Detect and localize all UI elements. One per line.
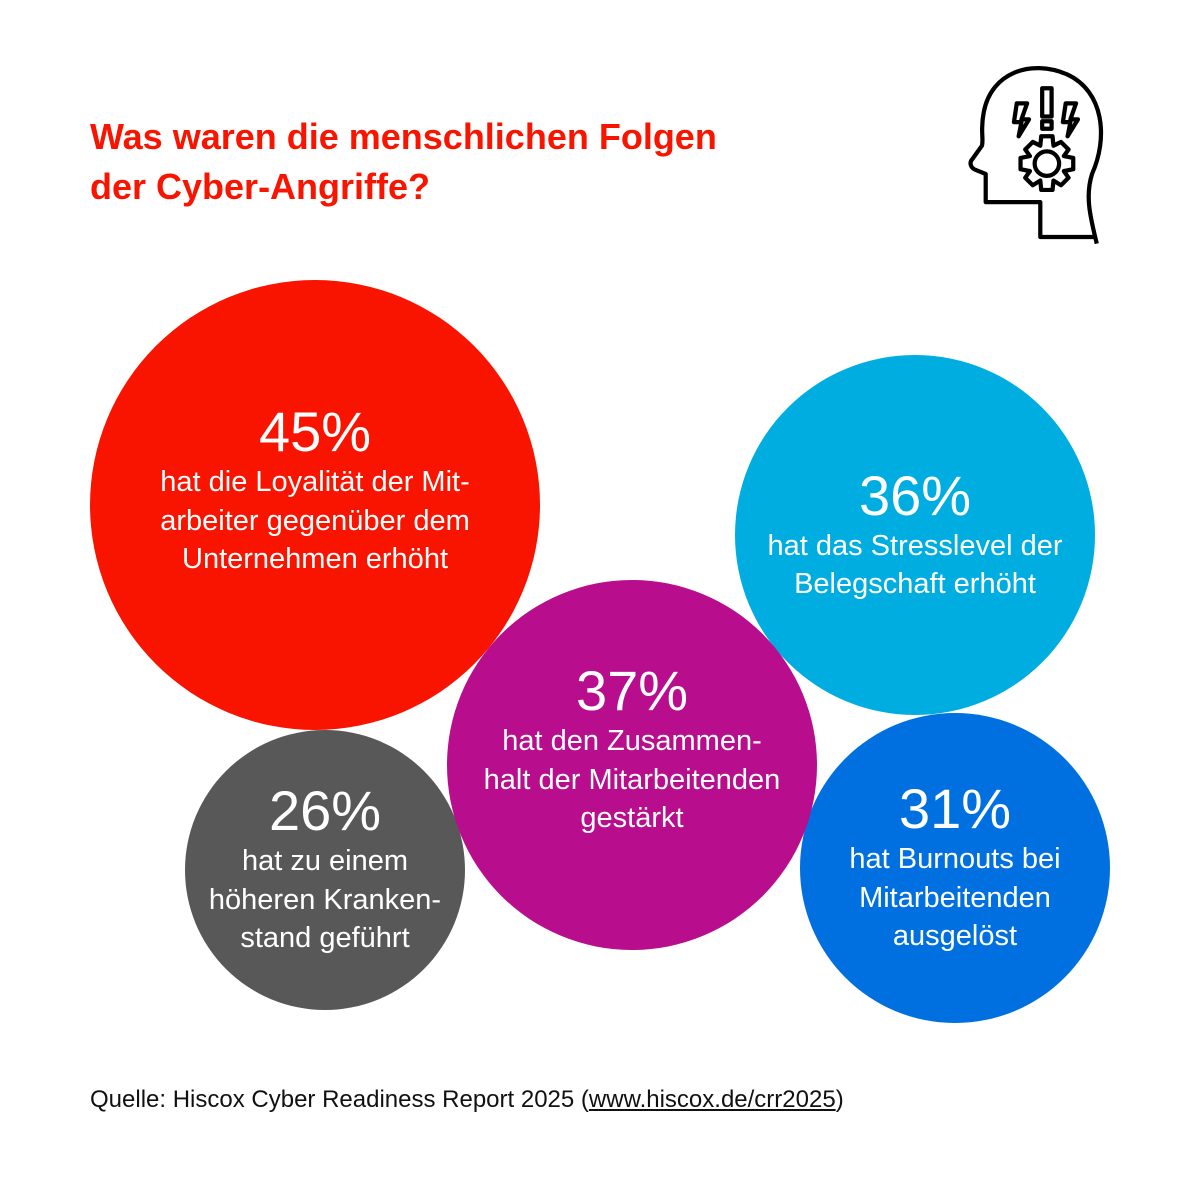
source-suffix: )	[835, 1086, 844, 1113]
page-title: Was waren die menschlichen Folgen der Cy…	[90, 112, 717, 212]
bubble-text: Belegschaft erhöht	[794, 568, 1036, 600]
head-with-gear-and-lightning-icon	[968, 66, 1104, 245]
bubble-text: Mitarbeitenden	[859, 881, 1051, 914]
data-label: 26%	[268, 779, 382, 843]
bubble-text: stand geführt	[240, 922, 410, 955]
title-line: der Cyber-Angriffe?	[90, 166, 431, 207]
bubble-stress: 36% hat das Stresslevel der Belegschaft …	[735, 355, 1095, 715]
bubble-text: hat Burnouts bei	[849, 843, 1061, 876]
bubble-text: ausgelöst	[892, 920, 1018, 953]
data-label: 37%	[575, 659, 689, 723]
bubble-text: hat den Zusammen-	[502, 725, 762, 758]
bubble-sick-leave: 26% hat zu einem höheren Kranken- stand …	[185, 730, 465, 1010]
data-label: 36%	[858, 463, 972, 527]
bubble-text: hat die Loyalität der Mit-	[160, 466, 470, 499]
bubble-text: arbeiter gegenüber dem	[160, 504, 470, 537]
bubble-burnout: 31% hat Burnouts bei Mitarbeitenden ausg…	[800, 713, 1110, 1023]
data-label: 31%	[898, 777, 1012, 841]
bubble-text: Unternehmen erhöht	[182, 543, 448, 576]
source-prefix: Quelle: Hiscox Cyber Readiness Report 20…	[90, 1086, 589, 1113]
bubble-text: hat zu einem	[241, 845, 409, 878]
bubble-loyalty: 45% hat die Loyalität der Mit- arbeiter …	[90, 280, 540, 730]
bubble-text: gestärkt	[580, 802, 684, 835]
source-link[interactable]: www.hiscox.de/crr2025	[588, 1086, 836, 1113]
title-line: Was waren die menschlichen Folgen	[90, 116, 717, 157]
bubble-text: hat das Stresslevel der	[767, 529, 1063, 562]
bubble-text: höheren Kranken-	[208, 883, 442, 916]
bubble-text: halt der Mitarbeitenden	[483, 763, 781, 796]
data-label: 45%	[258, 400, 372, 464]
bubble-cohesion: 37% hat den Zusammen- halt der Mitarbeit…	[447, 580, 817, 950]
source-note: Quelle: Hiscox Cyber Readiness Report 20…	[90, 1086, 844, 1114]
